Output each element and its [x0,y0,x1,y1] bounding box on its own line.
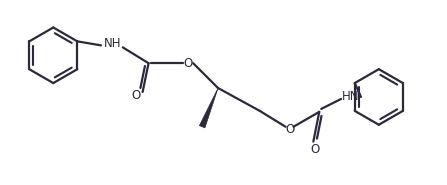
Text: O: O [311,143,320,156]
Text: O: O [184,57,193,70]
Text: NH: NH [104,37,122,50]
Polygon shape [199,88,218,128]
Text: HN: HN [342,90,360,103]
Text: O: O [285,123,294,136]
Text: O: O [131,90,140,102]
